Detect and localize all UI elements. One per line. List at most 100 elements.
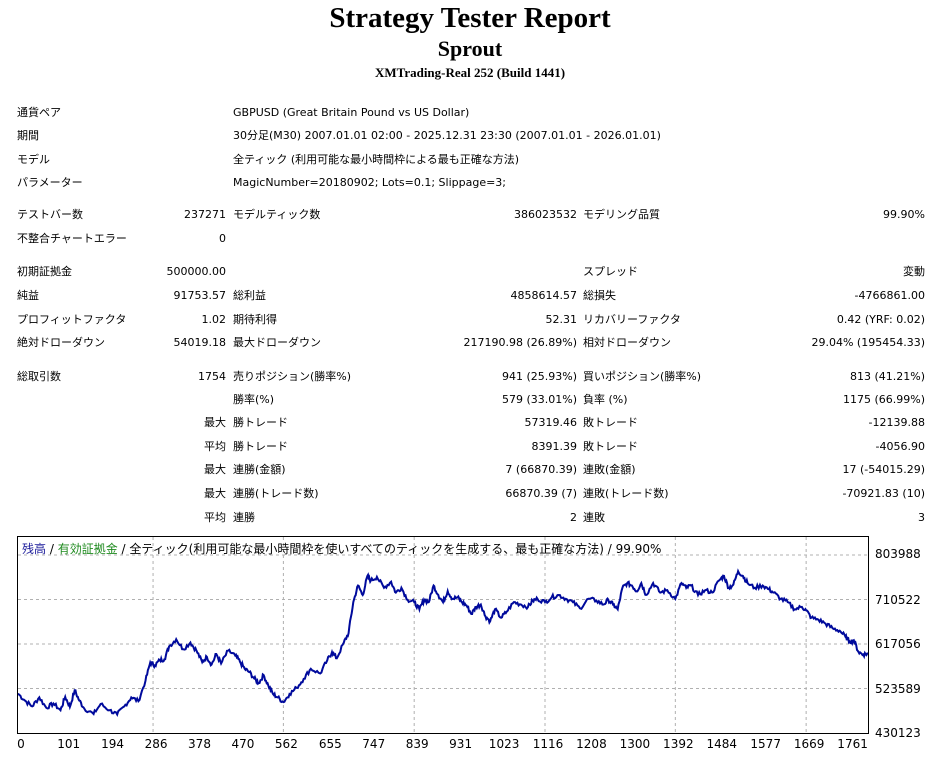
short-positions-value: 941 (25.93%) (501, 370, 577, 383)
rel-drawdown-value: 29.04% (195454.33) (811, 336, 925, 349)
x-tick-label: 1577 (750, 737, 781, 751)
period-value: 30分足(M30) 2007.01.01 02:00 - 2025.12.31 … (233, 129, 661, 142)
avg-loss-value: -4056.90 (875, 440, 925, 453)
x-tick-label: 747 (362, 737, 386, 751)
max-cons-loss-cnt-value: -70921.83 (10) (842, 487, 925, 500)
ticks-value: 386023532 (514, 208, 577, 221)
period-label: 期間 (17, 129, 39, 142)
x-tick-label: 286 (144, 737, 168, 751)
y-tick-label: 617056 (875, 637, 921, 651)
x-tick-label: 1023 (488, 737, 520, 751)
x-tick-label: 1392 (663, 737, 694, 751)
x-tick-label: 1484 (706, 737, 738, 751)
largest-win-value: 57319.46 (524, 416, 578, 429)
max-cons-win-cnt-value: 66870.39 (7) (505, 487, 577, 500)
x-tick-label: 470 (231, 737, 255, 751)
max-cons-loss-amt-value: 17 (-54015.29) (842, 463, 925, 476)
spread-label: スプレッド (583, 265, 638, 278)
x-tick-label: 839 (405, 737, 429, 751)
avg-win-label: 勝トレード (233, 440, 288, 453)
deposit-label: 初期証拠金 (17, 265, 72, 278)
avg-cons-loss-value: 3 (918, 511, 925, 524)
legend-description: / 全ティック(利用可能な最小時間枠を使いすべてのティックを生成する、最も正確な… (117, 542, 662, 556)
net-profit-value: 91753.57 (173, 289, 227, 302)
balance-line (18, 568, 868, 717)
win-rate-value: 579 (33.01%) (501, 393, 577, 406)
expected-payoff-value: 52.31 (545, 313, 578, 326)
max-cons-win-amt-label: 連勝(金額) (233, 463, 286, 476)
win-rate-label: 勝率(%) (233, 393, 275, 406)
max-cons-prefix: 最大 (204, 463, 226, 476)
ea-name: Sprout (437, 36, 503, 61)
max-cons-loss-amt-label: 連敗(金額) (583, 463, 636, 476)
total-trades-value: 1754 (198, 370, 226, 383)
avg-cons-win-value: 2 (570, 511, 577, 524)
x-tick-label: 1669 (793, 737, 825, 751)
x-tick-label: 655 (318, 737, 342, 751)
chart-legend: 残高 / 有効証拠金 / 全ティック(利用可能な最小時間枠を使いすべてのティック… (22, 540, 661, 557)
deposit-value: 500000.00 (166, 265, 227, 278)
spread-value: 変動 (903, 265, 925, 278)
net-profit-label: 純益 (17, 289, 39, 302)
avg-cons-prefix: 平均 (204, 511, 226, 524)
avg-win-value: 8391.39 (531, 440, 578, 453)
abs-drawdown-value: 54019.18 (173, 336, 227, 349)
profit-factor-value: 1.02 (201, 313, 227, 326)
long-positions-label: 買いポジション(勝率%) (583, 370, 702, 383)
gross-loss-label: 総損失 (583, 289, 616, 302)
max-cons-win-amt-value: 7 (66870.39) (505, 463, 577, 476)
recovery-factor-label: リカバリーファクタ (583, 313, 681, 326)
long-positions-value: 813 (41.21%) (849, 370, 925, 383)
mismatch-value: 0 (219, 232, 226, 245)
model-label: モデル (17, 153, 50, 166)
bars-value: 237271 (184, 208, 226, 221)
loss-rate-label: 負率 (%) (583, 393, 628, 406)
x-tick-label: 1761 (837, 737, 868, 751)
x-tick-label: 1116 (532, 737, 564, 751)
loss-rate-value: 1175 (66.99%) (842, 393, 925, 406)
report-title: Strategy Tester Report (329, 2, 611, 34)
avg-cons-loss-label: 連敗 (583, 511, 605, 524)
largest-loss-value: -12139.88 (868, 416, 925, 429)
y-tick-label: 710522 (875, 593, 921, 607)
largest-loss-label: 敗トレード (583, 416, 638, 429)
average-prefix: 平均 (204, 440, 226, 453)
legend-separator: / (46, 542, 58, 556)
legend-equity: 有効証拠金 (57, 542, 118, 556)
avg-cons-win-label: 連勝 (233, 511, 255, 524)
total-trades-label: 総取引数 (17, 370, 61, 383)
x-tick-label: 931 (449, 737, 473, 751)
quality-label: モデリング品質 (583, 208, 660, 221)
symbol-value: GBPUSD (Great Britain Pound vs US Dollar… (233, 106, 470, 119)
expected-payoff-label: 期待利得 (233, 313, 277, 326)
gross-profit-value: 4858614.57 (510, 289, 577, 302)
x-tick-label: 562 (274, 737, 298, 751)
x-tick-label: 0 (17, 737, 25, 751)
parameters-label: パラメーター (17, 176, 83, 189)
balance-plot (18, 537, 868, 733)
gross-loss-value: -4766861.00 (854, 289, 925, 302)
largest-prefix: 最大 (204, 416, 226, 429)
max-cons-cnt-prefix: 最大 (204, 487, 226, 500)
recovery-factor-value: 0.42 (YRF: 0.02) (836, 313, 925, 326)
symbol-label: 通貨ペア (17, 106, 61, 119)
quality-value: 99.90% (883, 208, 925, 221)
model-value: 全ティック (利用可能な最小時間枠による最も正確な方法) (233, 153, 520, 166)
x-tick-label: 378 (188, 737, 211, 751)
profit-factor-label: プロフィットファクタ (17, 313, 127, 326)
x-tick-label: 101 (57, 737, 81, 751)
short-positions-label: 売りポジション(勝率%) (233, 370, 352, 383)
max-drawdown-value: 217190.98 (26.89%) (463, 336, 577, 349)
x-tick-label: 194 (101, 737, 125, 751)
max-cons-win-cnt-label: 連勝(トレード数) (233, 487, 319, 500)
y-tick-label: 430123 (875, 726, 921, 740)
gross-profit-label: 総利益 (233, 289, 266, 302)
bars-label: テストバー数 (17, 208, 83, 221)
avg-loss-label: 敗トレード (583, 440, 638, 453)
mismatch-label: 不整合チャートエラー (17, 232, 127, 245)
x-tick-label: 1208 (576, 737, 607, 751)
rel-drawdown-label: 相対ドローダウン (583, 336, 671, 349)
parameters-value: MagicNumber=20180902; Lots=0.1; Slippage… (233, 176, 507, 189)
x-tick-label: 1300 (619, 737, 651, 751)
largest-win-label: 勝トレード (233, 416, 288, 429)
